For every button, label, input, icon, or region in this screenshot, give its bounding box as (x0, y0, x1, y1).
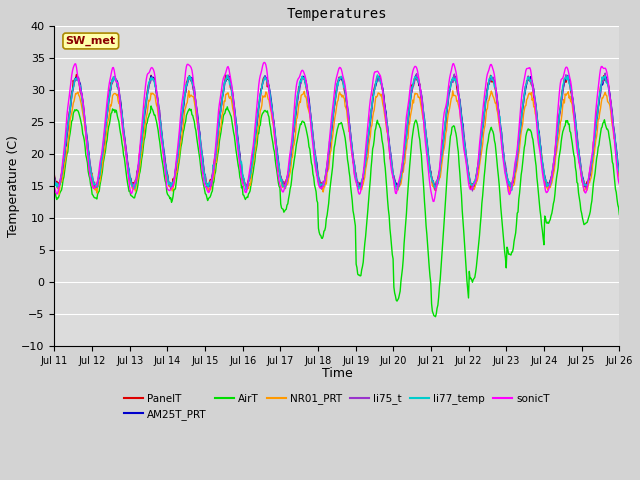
li77_temp (176, 131, 184, 136)
AirT (406, 155, 414, 161)
NR01_PRT (177, 139, 185, 144)
X-axis label: Time: Time (321, 367, 352, 380)
AirT (616, 212, 623, 217)
AirT (423, 231, 431, 237)
NR01_PRT (120, 135, 127, 141)
AM25T_PRT (206, 182, 214, 188)
PanelT (207, 177, 214, 182)
AM25T_PRT (423, 137, 431, 143)
sonicT (119, 128, 127, 134)
li75_t (61, 154, 68, 160)
PanelT (431, 188, 439, 193)
NR01_PRT (208, 182, 216, 188)
NR01_PRT (51, 176, 58, 182)
sonicT (51, 185, 58, 191)
PanelT (51, 172, 58, 178)
NR01_PRT (55, 192, 63, 197)
AirT (119, 144, 127, 150)
AM25T_PRT (582, 186, 590, 192)
Line: li75_t: li75_t (54, 73, 620, 191)
li77_temp (616, 169, 623, 175)
sonicT (429, 199, 437, 204)
PanelT (406, 95, 414, 101)
li77_temp (508, 188, 516, 193)
sonicT (260, 60, 268, 65)
li75_t (176, 131, 184, 137)
AM25T_PRT (119, 118, 127, 123)
Line: NR01_PRT: NR01_PRT (54, 91, 620, 194)
sonicT (206, 186, 214, 192)
AM25T_PRT (616, 168, 623, 173)
PanelT (423, 140, 431, 145)
li77_temp (374, 72, 381, 78)
li77_temp (119, 120, 127, 126)
PanelT (616, 173, 623, 179)
AirT (177, 144, 185, 150)
sonicT (423, 153, 431, 159)
li77_temp (406, 96, 414, 102)
li77_temp (206, 180, 214, 186)
Line: AM25T_PRT: AM25T_PRT (54, 75, 620, 189)
AirT (207, 192, 214, 198)
li75_t (422, 131, 430, 137)
PanelT (177, 118, 185, 124)
Line: PanelT: PanelT (54, 74, 620, 191)
Text: SW_met: SW_met (66, 36, 116, 46)
li75_t (616, 170, 623, 176)
PanelT (72, 72, 80, 77)
li77_temp (61, 148, 68, 154)
AirT (51, 189, 58, 195)
PanelT (61, 149, 68, 155)
Legend: PanelT, AM25T_PRT, AirT, NR01_PRT, li75_t, li77_temp, sonicT: PanelT, AM25T_PRT, AirT, NR01_PRT, li75_… (120, 389, 554, 424)
sonicT (616, 181, 623, 187)
PanelT (120, 131, 127, 137)
NR01_PRT (185, 88, 193, 94)
li75_t (119, 118, 127, 124)
li75_t (406, 106, 413, 112)
AirT (147, 103, 155, 109)
li75_t (206, 181, 214, 187)
li75_t (602, 70, 609, 76)
NR01_PRT (616, 175, 623, 181)
li77_temp (423, 139, 431, 145)
Title: Temperatures: Temperatures (287, 7, 387, 21)
li75_t (51, 176, 58, 182)
NR01_PRT (407, 109, 415, 115)
Line: AirT: AirT (54, 106, 620, 317)
sonicT (61, 141, 68, 147)
NR01_PRT (424, 151, 431, 156)
NR01_PRT (61, 157, 69, 163)
AirT (61, 168, 68, 174)
AM25T_PRT (61, 155, 68, 161)
AM25T_PRT (176, 132, 184, 137)
Y-axis label: Temperature (C): Temperature (C) (7, 135, 20, 237)
AirT (431, 314, 439, 320)
Line: li77_temp: li77_temp (54, 75, 620, 191)
sonicT (406, 84, 414, 89)
Line: sonicT: sonicT (54, 62, 620, 202)
li77_temp (51, 177, 58, 182)
sonicT (176, 118, 184, 124)
AM25T_PRT (51, 174, 58, 180)
li75_t (468, 188, 476, 194)
AM25T_PRT (412, 72, 420, 78)
AM25T_PRT (406, 105, 413, 110)
